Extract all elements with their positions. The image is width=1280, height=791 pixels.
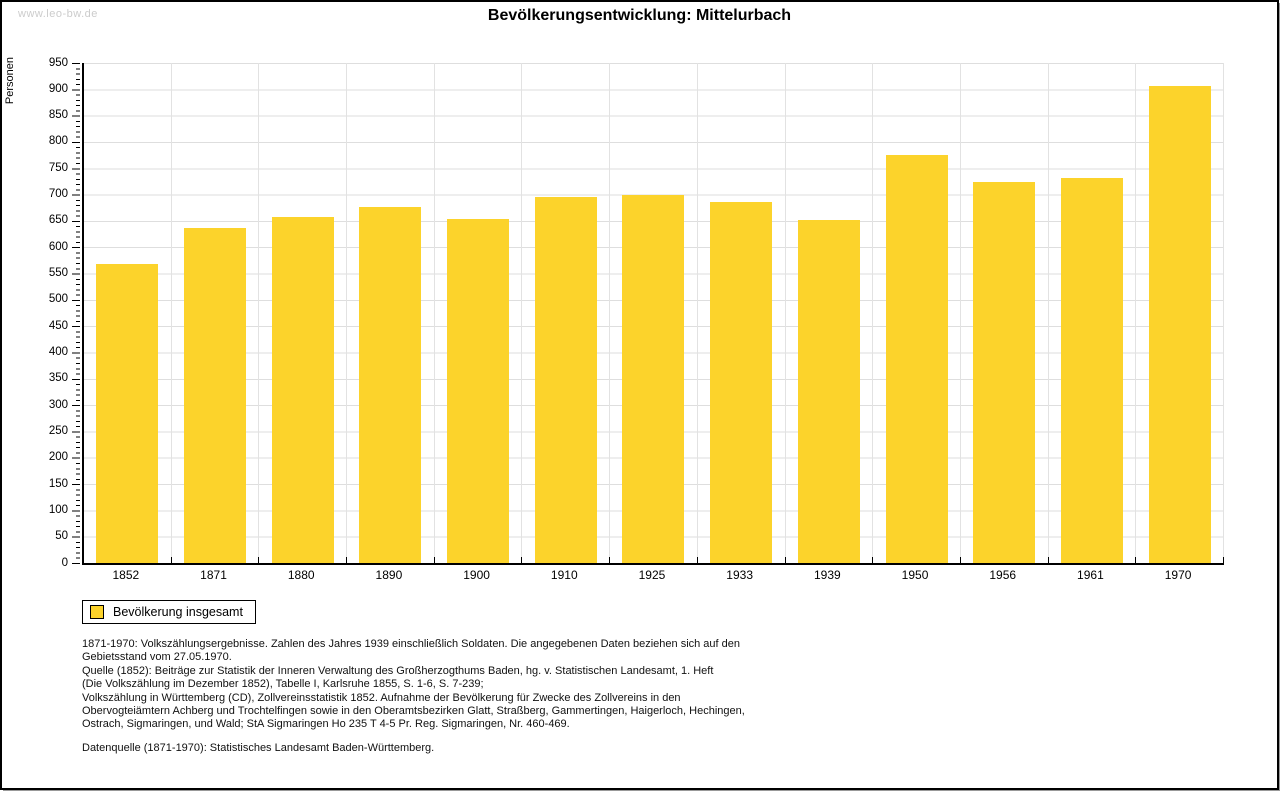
y-tick-label: 600: [48, 240, 68, 253]
category-cell-1950: [873, 63, 961, 563]
y-tick-label: 50: [55, 530, 68, 543]
source-note-line: Obervogteiämtern Achberg und Trochtelfin…: [82, 705, 745, 718]
category-cell-1880: [259, 63, 348, 563]
y-tick-label: 750: [48, 161, 68, 174]
x-tick-label-1910: 1910: [550, 568, 578, 582]
bar-1890: [359, 206, 422, 563]
bar-1933: [710, 202, 773, 563]
legend-swatch-icon: [90, 605, 104, 619]
y-tick-label: 200: [48, 451, 68, 464]
x-tick-label-1890: 1890: [375, 568, 403, 582]
category-cell-1939: [786, 63, 874, 563]
category-cell-1961: [1049, 63, 1137, 563]
y-tick-label: 100: [48, 503, 68, 516]
x-axis-tick-labels: 1852 1871 1880 1890 1900 1910 1925 1933 1939 1950…: [82, 568, 1222, 582]
source-note-line: 1871-1970: Volkszählungsergebnisse. Zahl…: [82, 638, 741, 650]
y-tick-label: 550: [48, 267, 68, 280]
bar-1880: [271, 217, 334, 563]
category-cell-1900: [435, 63, 523, 563]
y-tick-label: 0: [61, 556, 68, 569]
bar-1961: [1060, 178, 1123, 563]
y-tick-label: 900: [48, 82, 68, 95]
y-tick-label: 500: [48, 293, 68, 306]
y-axis-minor-ticks: [76, 63, 80, 564]
category-cell-1925: [610, 63, 698, 563]
x-tick-label-1970: 1970: [1164, 568, 1192, 582]
y-tick-label: 450: [48, 319, 68, 332]
source-note-line: Gebietsstand vom 27.05.1970.: [82, 651, 232, 664]
x-tick-label-1880: 1880: [287, 568, 315, 582]
page-title: Bevölkerungsentwicklung: Mittelurbach: [487, 7, 792, 24]
bar-1871: [184, 228, 247, 563]
bar-1950: [885, 154, 948, 563]
data-source-line: Datenquelle (1871-1970): Statistisches L…: [82, 742, 435, 754]
x-tick-label-1961: 1961: [1077, 568, 1104, 582]
x-tick-label-1871: 1871: [200, 568, 227, 582]
category-cell-1871: [172, 63, 260, 563]
y-axis-tick-labels: 0 50 100 150 200 250 300 350 400 450 500 550 600 650 7…: [2, 57, 68, 569]
y-tick-label: 950: [48, 56, 68, 69]
x-tick-label-1925: 1925: [638, 568, 666, 582]
category-cell-1890: [347, 63, 435, 563]
bar-1900: [447, 218, 510, 563]
bar-1956: [973, 181, 1036, 563]
legend: Bevölkerung insgesamt: [82, 600, 256, 624]
source-note-line: (Die Volkszählung im Dezember 1852), Tab…: [82, 678, 484, 691]
x-tick-label-1950: 1950: [901, 568, 929, 582]
x-tick-label-1939: 1939: [813, 568, 841, 582]
y-tick-label: 350: [48, 372, 68, 385]
watermark: www.leo-bw.de: [18, 8, 98, 20]
source-note-line: Ostrach, Sigmaringen, und Wald; StA Sigm…: [82, 718, 570, 731]
category-cell-1933: [698, 63, 786, 563]
y-tick-label: 300: [48, 398, 68, 411]
bar-1970: [1148, 86, 1211, 563]
legend-label: Bevölkerung insgesamt: [113, 605, 243, 619]
bar-1910: [534, 196, 597, 563]
y-tick-label: 700: [48, 188, 68, 201]
category-cell-1970: [1136, 63, 1224, 563]
x-tick-label-1852: 1852: [112, 568, 140, 582]
category-cell-1852: [84, 63, 172, 563]
y-tick-label: 650: [48, 214, 68, 227]
x-tick-label-1933: 1933: [726, 568, 753, 582]
x-tick-label-1900: 1900: [463, 568, 490, 582]
source-note-line: Volkszählung in Württemberg (CD), Zollve…: [82, 691, 681, 704]
y-tick-label: 400: [48, 345, 68, 358]
plot-area: [82, 63, 1224, 565]
source-notes: 1871-1970: Volkszählungsergebnisse. Zahl…: [82, 638, 745, 732]
y-tick-label: 250: [48, 424, 68, 437]
x-tick-label-1956: 1956: [989, 568, 1017, 582]
bar-1939: [797, 219, 860, 563]
y-tick-label: 850: [48, 109, 68, 122]
source-note-line: Quelle (1852): Beiträge zur Statistik de…: [82, 664, 714, 677]
category-cell-1910: [522, 63, 611, 563]
bar-1925: [622, 195, 685, 563]
y-tick-label: 800: [48, 135, 68, 148]
category-cell-1956: [961, 63, 1049, 563]
bar-1852: [96, 264, 159, 563]
y-tick-label: 150: [48, 477, 68, 490]
